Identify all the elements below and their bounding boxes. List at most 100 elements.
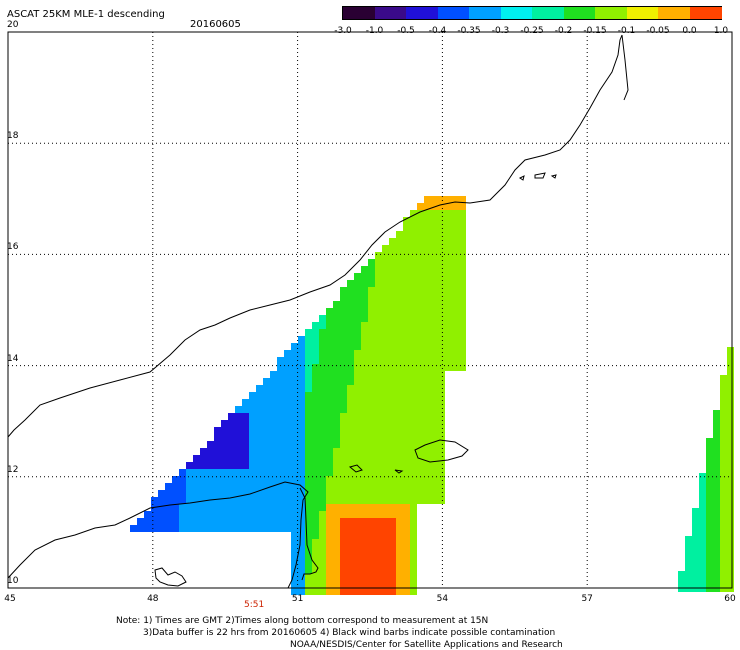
swath-cell — [459, 308, 466, 315]
swath-cell — [382, 315, 389, 322]
swath-cell — [333, 518, 340, 525]
swath-cell — [312, 322, 319, 329]
swath-cell — [354, 511, 361, 518]
swath-cell — [713, 550, 720, 557]
swath-cell — [333, 392, 340, 399]
swath-cell — [242, 455, 249, 462]
swath-cell — [249, 469, 256, 476]
swath-cell — [438, 483, 445, 490]
swath-cell — [291, 532, 298, 539]
swath-cell — [340, 322, 347, 329]
swath-cell — [235, 455, 242, 462]
swath-cell — [361, 294, 368, 301]
swath-cell — [713, 424, 720, 431]
swath-cell — [214, 462, 221, 469]
swath-cell — [382, 469, 389, 476]
swath-cell — [375, 315, 382, 322]
swath-cell — [389, 497, 396, 504]
swath-cell — [452, 350, 459, 357]
swath-cell — [417, 413, 424, 420]
swath-cell — [459, 294, 466, 301]
swath-cell — [347, 336, 354, 343]
lon-label: 60 — [724, 594, 736, 604]
swath-cell — [720, 487, 727, 494]
swath-cell — [368, 420, 375, 427]
swath-cell — [263, 399, 270, 406]
swath-cell — [200, 462, 207, 469]
swath-cell — [403, 434, 410, 441]
swath-cell — [312, 455, 319, 462]
swath-cell — [692, 571, 699, 578]
swath-cell — [242, 497, 249, 504]
swath-cell — [382, 406, 389, 413]
swath-cell — [727, 529, 734, 536]
swath-cell — [410, 525, 417, 532]
swath-cell — [291, 413, 298, 420]
swath-cell — [382, 462, 389, 469]
swath-cell — [438, 336, 445, 343]
swath-cell — [431, 427, 438, 434]
swath-cell — [291, 553, 298, 560]
swath-cell — [375, 308, 382, 315]
swath-cell — [368, 322, 375, 329]
lat-lon-grid — [7, 31, 733, 589]
swath-cell — [727, 466, 734, 473]
swath-cell — [214, 448, 221, 455]
swath-cell — [319, 497, 326, 504]
swath-cell — [368, 357, 375, 364]
swath-cell — [685, 571, 692, 578]
swath-cell — [382, 371, 389, 378]
swath-cell — [368, 448, 375, 455]
swath-cell — [333, 371, 340, 378]
swath-cell — [375, 357, 382, 364]
swath-cell — [361, 273, 368, 280]
swath-cell — [389, 525, 396, 532]
swath-cell — [284, 357, 291, 364]
swath-cell — [452, 196, 459, 203]
swath-cell — [340, 364, 347, 371]
swath-cell — [452, 315, 459, 322]
swath-cell — [228, 511, 235, 518]
swath-cell — [284, 455, 291, 462]
swath-cell — [333, 560, 340, 567]
colorbar-segment — [469, 7, 501, 19]
swath-cell — [305, 434, 312, 441]
swath-cell — [354, 350, 361, 357]
swath-cell — [424, 308, 431, 315]
swath-cell — [340, 511, 347, 518]
swath-cell — [228, 518, 235, 525]
swath-cell — [221, 476, 228, 483]
swath-cell — [452, 210, 459, 217]
swath-cell — [319, 357, 326, 364]
swath-cell — [706, 557, 713, 564]
swath-cell — [207, 469, 214, 476]
swath-cell — [298, 581, 305, 588]
swath-cell — [298, 399, 305, 406]
swath-cell — [368, 329, 375, 336]
swath-cell — [305, 427, 312, 434]
swath-cell — [375, 553, 382, 560]
swath-cell — [284, 497, 291, 504]
swath-cell — [326, 476, 333, 483]
swath-cell — [221, 441, 228, 448]
swath-cell — [403, 385, 410, 392]
swath-cell — [403, 490, 410, 497]
swath-cell — [256, 504, 263, 511]
swath-cell — [375, 280, 382, 287]
swath-cell — [291, 406, 298, 413]
swath-cell — [361, 357, 368, 364]
swath-cell — [424, 287, 431, 294]
swath-cell — [410, 455, 417, 462]
swath-cell — [396, 350, 403, 357]
swath-cell — [291, 441, 298, 448]
swath-cell — [361, 448, 368, 455]
swath-cell — [326, 329, 333, 336]
swath-cell — [685, 543, 692, 550]
swath-cell — [354, 364, 361, 371]
swath-cell — [242, 504, 249, 511]
swath-cell — [706, 508, 713, 515]
swath-cell — [326, 553, 333, 560]
swath-cell — [403, 469, 410, 476]
swath-cell — [263, 448, 270, 455]
swath-cell — [235, 476, 242, 483]
